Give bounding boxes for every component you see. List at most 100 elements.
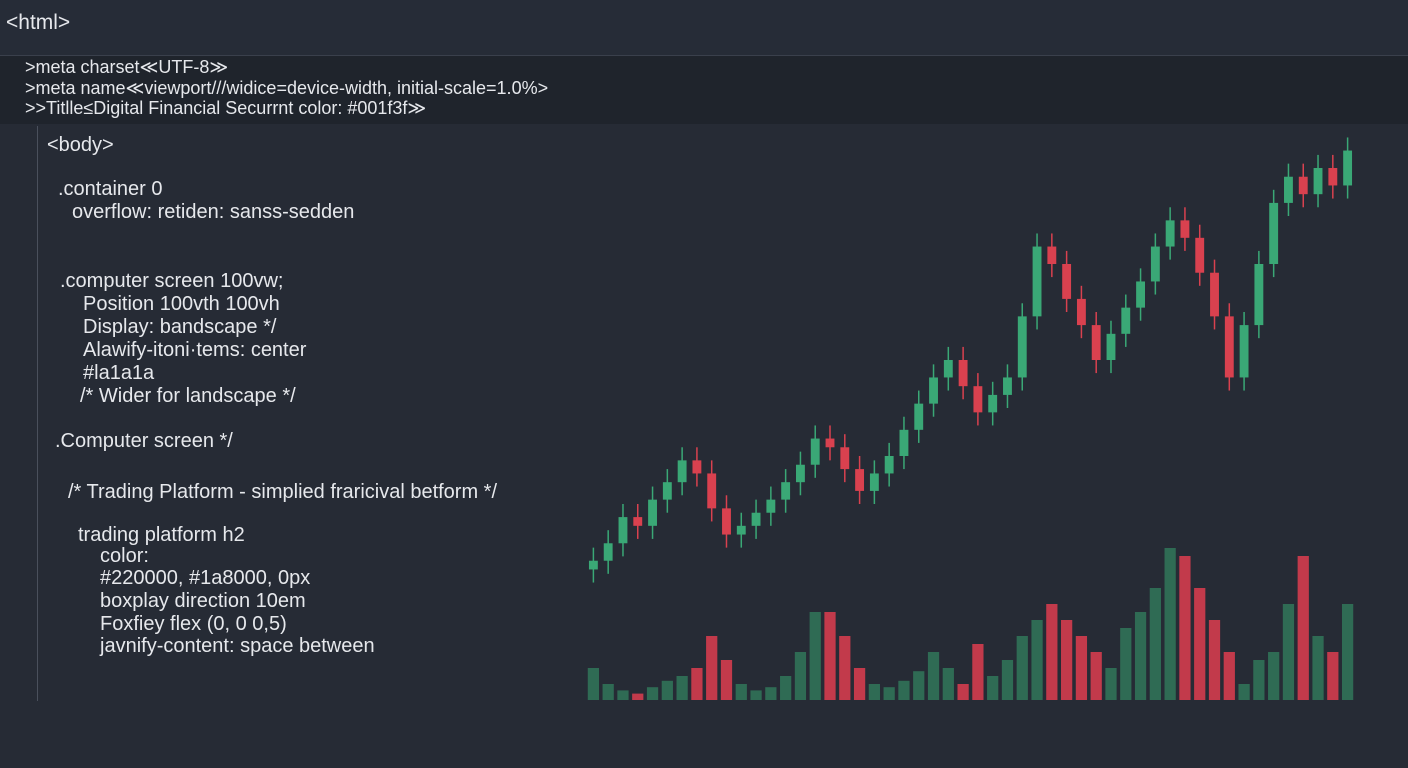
candle-body	[1269, 202, 1279, 264]
candle-body	[1136, 281, 1146, 308]
candle-body	[840, 447, 850, 470]
code-line: /* Wider for landscape */	[80, 385, 296, 407]
candle-body	[1298, 176, 1308, 195]
volume-bar	[1253, 660, 1265, 700]
candle-body	[1239, 325, 1249, 378]
code-line: javnify-content: space between	[100, 635, 375, 657]
volume-bar	[1134, 612, 1147, 700]
candle-body	[1150, 246, 1160, 282]
candle-body	[1210, 272, 1219, 317]
code-line: color:	[100, 545, 149, 567]
candle-body	[707, 473, 717, 509]
code-line: overflow: retiden: sanss-sedden	[72, 201, 355, 223]
volume-bar	[1341, 604, 1354, 700]
volume-bar	[794, 652, 807, 700]
candle-body	[1003, 377, 1012, 395]
head-block	[0, 56, 1408, 124]
volume-bar	[868, 684, 880, 700]
volume-bar	[765, 687, 777, 700]
volume-bar	[1120, 628, 1132, 700]
indent-guide	[37, 126, 38, 701]
volume-bar	[706, 636, 718, 700]
volume-bar	[1297, 556, 1309, 700]
volume-bar	[1031, 620, 1043, 700]
candle-body	[973, 386, 983, 413]
candle-body	[781, 482, 791, 500]
volume-bar	[972, 644, 984, 700]
volume-bar	[1075, 636, 1088, 700]
volume-bar	[1046, 604, 1058, 700]
volume-bar	[602, 684, 614, 700]
volume-bar	[750, 690, 762, 700]
candle-body	[914, 403, 924, 430]
candle-body	[648, 499, 657, 526]
candle-body	[1121, 307, 1131, 334]
candle-body	[884, 456, 894, 474]
volume-bar	[735, 684, 747, 700]
code-line: boxplay direction 10em	[100, 590, 306, 612]
volume-bar	[691, 668, 703, 700]
volume-bar	[987, 676, 999, 700]
candle-body	[1017, 316, 1027, 378]
volume-bar	[824, 612, 836, 700]
candle-body	[1313, 168, 1323, 195]
volume-bar	[1208, 620, 1221, 700]
volume-bar	[646, 687, 659, 700]
volume-bar	[661, 680, 673, 700]
candle-body	[1091, 325, 1101, 360]
code-line: /* Trading Platform - simplied frariciva…	[68, 481, 498, 503]
candle-body	[1165, 220, 1175, 247]
candle-body	[1224, 316, 1234, 378]
candle-body	[588, 560, 598, 570]
volume-bar	[1164, 548, 1176, 700]
code-line: #la1a1a	[83, 362, 155, 384]
volume-bar	[898, 680, 910, 700]
volume-bar	[1268, 652, 1280, 700]
volume-bar	[1179, 556, 1191, 700]
code-line: Foxfiey flex (0, 0 0,5)	[100, 613, 287, 635]
candle-body	[662, 482, 672, 500]
volume-bar	[632, 693, 644, 700]
candle-body	[988, 394, 998, 413]
volume-bar	[1105, 668, 1117, 700]
volume-bar	[676, 676, 688, 700]
code-line: Alawify-itoni·tems: center	[83, 339, 307, 361]
volume-bar	[1312, 636, 1324, 700]
volume-bar	[1061, 620, 1073, 700]
candle-body	[810, 438, 820, 465]
candle-body	[1106, 333, 1116, 360]
candle-body	[958, 360, 968, 387]
code-line: Position 100vth 100vh	[83, 293, 280, 315]
code-line: >meta name≪viewport///widice=device-widt…	[25, 78, 549, 98]
volume-bar	[1223, 652, 1235, 700]
volume-bar	[957, 684, 969, 700]
code-line: Display: bandscape */	[83, 316, 277, 338]
volume-bar	[1001, 660, 1014, 700]
candle-body	[751, 512, 761, 526]
candle-body	[692, 460, 702, 474]
candle-body	[736, 525, 746, 535]
volume-bar	[1194, 588, 1206, 700]
volume-bar	[839, 636, 851, 700]
volume-bar	[1327, 652, 1339, 700]
candle-body	[618, 517, 628, 544]
volume-bar	[927, 652, 940, 700]
volume-bar	[617, 690, 629, 700]
candle-body	[1032, 246, 1042, 317]
volume-bar	[1090, 652, 1102, 700]
volume-bar	[942, 668, 954, 700]
candle-body	[722, 508, 731, 535]
candle-body	[1254, 264, 1264, 326]
volume-bar	[883, 687, 895, 700]
volume-bar	[1149, 588, 1161, 700]
candle-body	[1284, 176, 1293, 203]
volume-bar	[720, 660, 733, 700]
candle-body	[1180, 220, 1190, 238]
code-line: <body>	[47, 134, 114, 156]
volume-bar	[587, 668, 600, 700]
candle-body	[1328, 168, 1338, 186]
candle-body	[899, 429, 909, 456]
code-line: .container 0	[58, 178, 163, 200]
